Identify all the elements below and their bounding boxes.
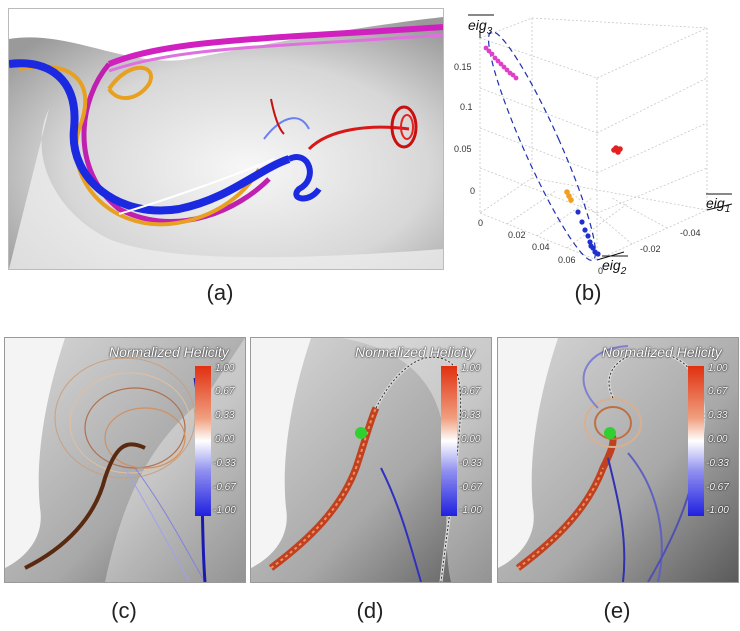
colorbar-tick: 1.00 <box>708 363 728 374</box>
panel-c-svg <box>5 338 245 582</box>
colorbar-c <box>195 366 211 516</box>
colorbar-tick: -0.33 <box>213 458 236 469</box>
colorbar-tick: 0.00 <box>708 434 728 445</box>
eig1-tick: -0.02 <box>640 244 661 254</box>
caption-b: (b) <box>574 280 602 305</box>
magenta-streamlines <box>81 24 443 224</box>
orange-streamlines <box>18 64 261 227</box>
cluster-ellipse <box>487 30 597 262</box>
eig2-tick: 0.02 <box>508 230 526 240</box>
red-streamlines <box>270 98 418 151</box>
colorbar-tick: 0.00 <box>461 434 481 445</box>
colorbar-tick: -1.00 <box>213 505 236 516</box>
scatter3d-svg: eig3 eig1 eig2 0.15 0.1 0.05 0 0 0.02 0.… <box>454 14 733 277</box>
z-tick: 0 <box>470 186 475 196</box>
scatter3d-grid <box>479 17 708 261</box>
cluster-orange <box>564 189 574 203</box>
colorbar-tick: -0.67 <box>459 482 482 493</box>
panel-e-helicity: Normalized Helicity 1.00 0.67 0.33 0.00 … <box>497 337 739 583</box>
panel-a-render <box>8 8 444 270</box>
eig2-tick: 0 <box>478 218 483 228</box>
colorbar-tick: 0.33 <box>461 410 481 421</box>
colorbar-tick: 0.67 <box>215 386 235 397</box>
panel-e-svg <box>498 338 738 582</box>
cluster-red <box>611 145 623 155</box>
cluster-magenta <box>483 45 519 81</box>
caption-a: (a) <box>206 280 234 305</box>
colorbar-title-d: Normalized Helicity <box>355 344 475 360</box>
eig2-label: eig2 <box>602 257 627 277</box>
eig1-tick: 0 <box>598 266 603 276</box>
z-tick: 0.05 <box>454 144 472 154</box>
colorbar-tick: 1.00 <box>461 363 481 374</box>
colorbar-e <box>688 366 704 516</box>
z-tick: 0.1 <box>460 102 473 112</box>
colorbar-tick: -1.00 <box>706 505 729 516</box>
seed-point <box>355 427 367 439</box>
eig3-label: eig3 <box>468 17 493 37</box>
seed-point <box>604 427 616 439</box>
panel-b-scatter3d: eig3 eig1 eig2 0.15 0.1 0.05 0 0 0.02 0.… <box>452 8 738 280</box>
panel-d-svg <box>251 338 491 582</box>
colorbar-tick: -1.00 <box>459 505 482 516</box>
eig1-label: eig1 <box>706 195 730 215</box>
panel-a-svg <box>9 9 443 269</box>
eig1-tick: -0.04 <box>680 228 701 238</box>
colorbar-tick: 0.67 <box>708 386 728 397</box>
caption-e: (e) <box>603 598 631 623</box>
blue-streamlines <box>9 59 322 215</box>
cluster-blue <box>575 209 601 257</box>
colorbar-tick: 0.33 <box>708 410 728 421</box>
colorbar-tick: -0.67 <box>706 482 729 493</box>
panel-c-helicity: Normalized Helicity 1.00 0.67 0.33 0.00 … <box>4 337 246 583</box>
z-tick: 0.15 <box>454 62 472 72</box>
colorbar-tick: 0.33 <box>215 410 235 421</box>
panel-d-helicity: Normalized Helicity 1.00 0.67 0.33 0.00 … <box>250 337 492 583</box>
caption-c: (c) <box>111 598 137 623</box>
colorbar-tick: 1.00 <box>215 363 235 374</box>
colorbar-d <box>441 366 457 516</box>
colorbar-tick: -0.33 <box>706 458 729 469</box>
eig2-tick: 0.04 <box>532 242 550 252</box>
colorbar-tick: 0.67 <box>461 386 481 397</box>
eig2-tick: 0.06 <box>558 255 576 265</box>
colorbar-title-c: Normalized Helicity <box>109 344 229 360</box>
colorbar-title-e: Normalized Helicity <box>602 344 722 360</box>
colorbar-tick: -0.67 <box>213 482 236 493</box>
colorbar-tick: 0.00 <box>215 434 235 445</box>
colorbar-tick: -0.33 <box>459 458 482 469</box>
axis-arrows <box>479 30 733 261</box>
caption-d: (d) <box>356 598 384 623</box>
